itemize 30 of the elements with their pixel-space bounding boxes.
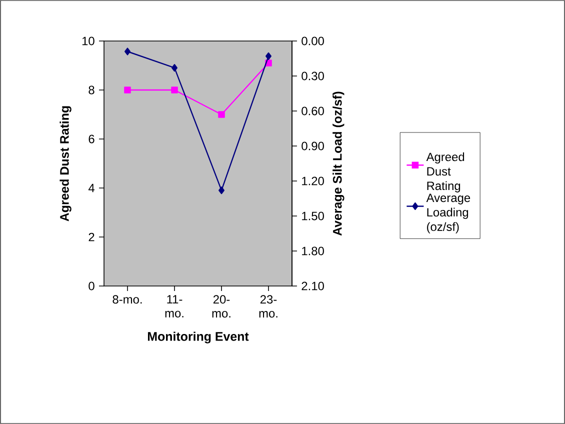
point (218, 186, 224, 194)
x-tick-label: 20-mo. (212, 295, 230, 318)
point (124, 86, 131, 94)
point (172, 64, 178, 72)
y2-tick-label: 2.10 (302, 282, 324, 290)
point (171, 86, 178, 94)
x-tick-label: 8-mo. (112, 295, 142, 304)
y-tick-label: 2 (88, 232, 94, 242)
y2-tick-label: 1.80 (302, 246, 324, 256)
x-tick-label: 11-mo. (165, 295, 184, 318)
y-tick-label: 8 (88, 86, 94, 94)
y2-tick-label: 0.30 (302, 72, 324, 80)
y-tick-label: 0 (88, 282, 94, 290)
y2-tick-label: 1.50 (302, 212, 324, 220)
y2-tick-label: 1.20 (302, 176, 324, 186)
y-tick-label: 10 (82, 36, 94, 46)
y-tick-label: 6 (88, 134, 94, 144)
y2-axis-title: Average Silt Load (oz/sf) (332, 92, 344, 236)
y2-tick-label: 0.00 (302, 36, 324, 46)
legend-label: Average Loading (oz/sf) (426, 194, 470, 234)
point (218, 111, 225, 118)
point (124, 48, 130, 56)
x-tick-label: 23-mo. (259, 295, 278, 318)
y2-tick-label: 0.60 (302, 106, 324, 116)
y-axis-title: Agreed Dust Rating (60, 106, 72, 222)
legend-label: Agreed Dust Rating (426, 152, 464, 192)
y2-tick-label: 0.90 (302, 142, 324, 150)
y-tick-label: 4 (88, 184, 94, 192)
x-axis-title: Monitoring Event (148, 332, 249, 344)
point (266, 52, 272, 60)
